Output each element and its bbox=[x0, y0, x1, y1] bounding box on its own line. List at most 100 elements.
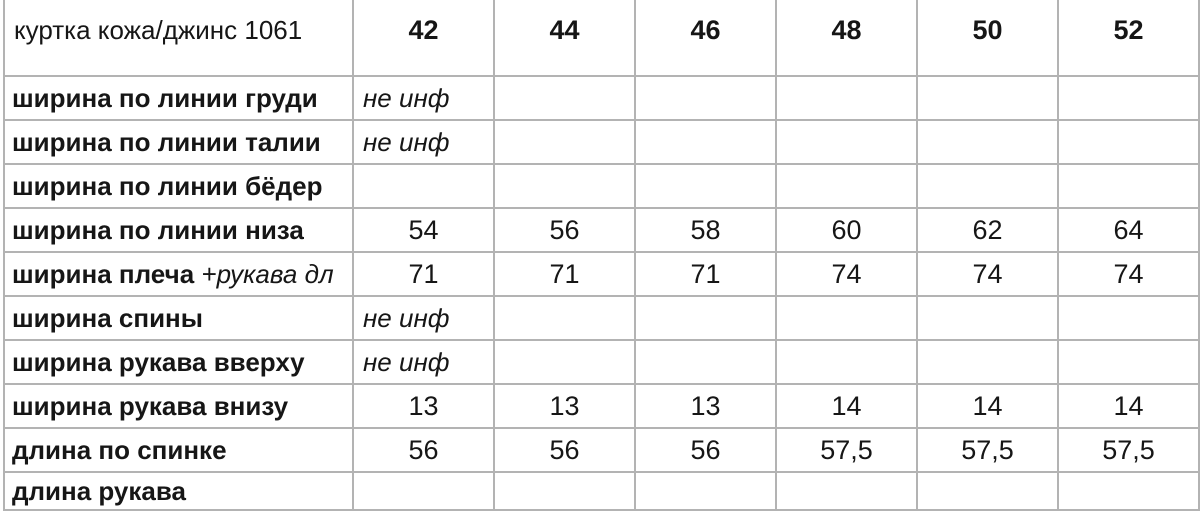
value-cell: 58 bbox=[634, 207, 777, 253]
value-cell: 74 bbox=[775, 251, 918, 297]
value-cell bbox=[493, 75, 636, 121]
value-cell: 64 bbox=[1057, 207, 1200, 253]
row-label-cell: длина по спинке bbox=[3, 427, 354, 473]
value-cell: не инф bbox=[352, 339, 495, 385]
row-label-text: ширина по линии талии bbox=[12, 126, 321, 157]
value-cell bbox=[634, 471, 777, 511]
value-cell: не инф bbox=[352, 119, 495, 165]
value-cell: 13 bbox=[352, 383, 495, 429]
row-label-text: длина рукава bbox=[12, 475, 186, 506]
size-header-cell: 46 bbox=[634, 0, 777, 77]
value-cell bbox=[916, 163, 1059, 209]
value-cell bbox=[493, 163, 636, 209]
value-cell: 56 bbox=[493, 207, 636, 253]
value-cell bbox=[634, 119, 777, 165]
row-label-cell: ширина плеча +рукава дл bbox=[3, 251, 354, 297]
value-cell bbox=[775, 295, 918, 341]
row-label-note: +рукава дл bbox=[194, 258, 334, 289]
row-label-text: ширина рукава вверху bbox=[12, 346, 305, 377]
table-row: длина по спинке 56 56 56 57,5 57,5 57,5 bbox=[3, 427, 1200, 473]
row-label-text: ширина по линии бёдер bbox=[12, 170, 323, 201]
value-cell bbox=[634, 75, 777, 121]
value-cell: 57,5 bbox=[1057, 427, 1200, 473]
size-header-cell: 52 bbox=[1057, 0, 1200, 77]
value-cell bbox=[916, 119, 1059, 165]
row-label-text: ширина спины bbox=[12, 302, 203, 333]
table-row: ширина по линии низа 54 56 58 60 62 64 bbox=[3, 207, 1200, 253]
header-row: куртка кожа/джинс 1061 42 44 46 48 50 52 bbox=[3, 0, 1200, 77]
table-header: куртка кожа/джинс 1061 42 44 46 48 50 52 bbox=[3, 0, 1200, 77]
value-cell: 13 bbox=[493, 383, 636, 429]
row-label-cell: ширина по линии груди bbox=[3, 75, 354, 121]
value-cell bbox=[634, 339, 777, 385]
value-cell: 57,5 bbox=[775, 427, 918, 473]
value-cell: не инф bbox=[352, 295, 495, 341]
table-row: ширина по линии бёдер bbox=[3, 163, 1200, 209]
value-cell bbox=[352, 471, 495, 511]
row-label-cell: ширина по линии низа bbox=[3, 207, 354, 253]
value-cell: 71 bbox=[634, 251, 777, 297]
row-label-text: ширина по линии низа bbox=[12, 214, 304, 245]
row-label-cell: ширина спины bbox=[3, 295, 354, 341]
value-cell: 14 bbox=[1057, 383, 1200, 429]
value-cell bbox=[1057, 75, 1200, 121]
value-cell bbox=[1057, 163, 1200, 209]
table-row: ширина по линии талии не инф bbox=[3, 119, 1200, 165]
value-cell bbox=[775, 471, 918, 511]
row-label-text: длина по спинке bbox=[12, 434, 227, 465]
value-cell bbox=[352, 163, 495, 209]
value-cell: 57,5 bbox=[916, 427, 1059, 473]
value-cell: 14 bbox=[775, 383, 918, 429]
value-cell bbox=[493, 119, 636, 165]
row-label-text: ширина по линии груди bbox=[12, 82, 318, 113]
value-cell bbox=[634, 295, 777, 341]
row-label-text: ширина рукава внизу bbox=[12, 390, 289, 421]
value-cell bbox=[916, 339, 1059, 385]
value-cell: 56 bbox=[634, 427, 777, 473]
value-cell bbox=[493, 295, 636, 341]
size-chart-table: куртка кожа/джинс 1061 42 44 46 48 50 52 шири… bbox=[3, 0, 1200, 511]
table-row: ширина рукава внизу 13 13 13 14 14 14 bbox=[3, 383, 1200, 429]
table-row: ширина плеча +рукава дл 71 71 71 74 74 74 bbox=[3, 251, 1200, 297]
table-row: ширина спины не инф bbox=[3, 295, 1200, 341]
value-cell: 54 bbox=[352, 207, 495, 253]
value-cell: 74 bbox=[916, 251, 1059, 297]
value-cell: 13 bbox=[634, 383, 777, 429]
value-cell: 74 bbox=[1057, 251, 1200, 297]
table-row: длина рукава bbox=[3, 471, 1200, 511]
row-label-cell: ширина по линии бёдер bbox=[3, 163, 354, 209]
row-label-text: ширина плеча bbox=[12, 258, 195, 289]
value-cell: не инф bbox=[352, 75, 495, 121]
size-header-cell: 42 bbox=[352, 0, 495, 77]
value-cell bbox=[493, 339, 636, 385]
value-cell bbox=[916, 471, 1059, 511]
value-cell: 60 bbox=[775, 207, 918, 253]
value-cell bbox=[775, 119, 918, 165]
row-label-cell: ширина рукава внизу bbox=[3, 383, 354, 429]
value-cell: 56 bbox=[352, 427, 495, 473]
value-cell bbox=[775, 163, 918, 209]
value-cell bbox=[916, 295, 1059, 341]
row-label-cell: длина рукава bbox=[3, 471, 354, 511]
value-cell: 71 bbox=[352, 251, 495, 297]
value-cell bbox=[1057, 295, 1200, 341]
value-cell bbox=[1057, 339, 1200, 385]
value-cell bbox=[775, 75, 918, 121]
value-cell: 14 bbox=[916, 383, 1059, 429]
table-row: ширина рукава вверху не инф bbox=[3, 339, 1200, 385]
value-cell bbox=[1057, 119, 1200, 165]
size-header-cell: 44 bbox=[493, 0, 636, 77]
value-cell bbox=[916, 75, 1059, 121]
value-cell bbox=[493, 471, 636, 511]
value-cell: 62 bbox=[916, 207, 1059, 253]
value-cell bbox=[634, 163, 777, 209]
product-title-cell: куртка кожа/джинс 1061 bbox=[3, 0, 354, 77]
value-cell bbox=[1057, 471, 1200, 511]
table-body: ширина по линии груди не инф ширина по лин… bbox=[3, 75, 1200, 511]
value-cell: 71 bbox=[493, 251, 636, 297]
value-cell: 56 bbox=[493, 427, 636, 473]
row-label-cell: ширина рукава вверху bbox=[3, 339, 354, 385]
value-cell bbox=[775, 339, 918, 385]
size-header-cell: 50 bbox=[916, 0, 1059, 77]
